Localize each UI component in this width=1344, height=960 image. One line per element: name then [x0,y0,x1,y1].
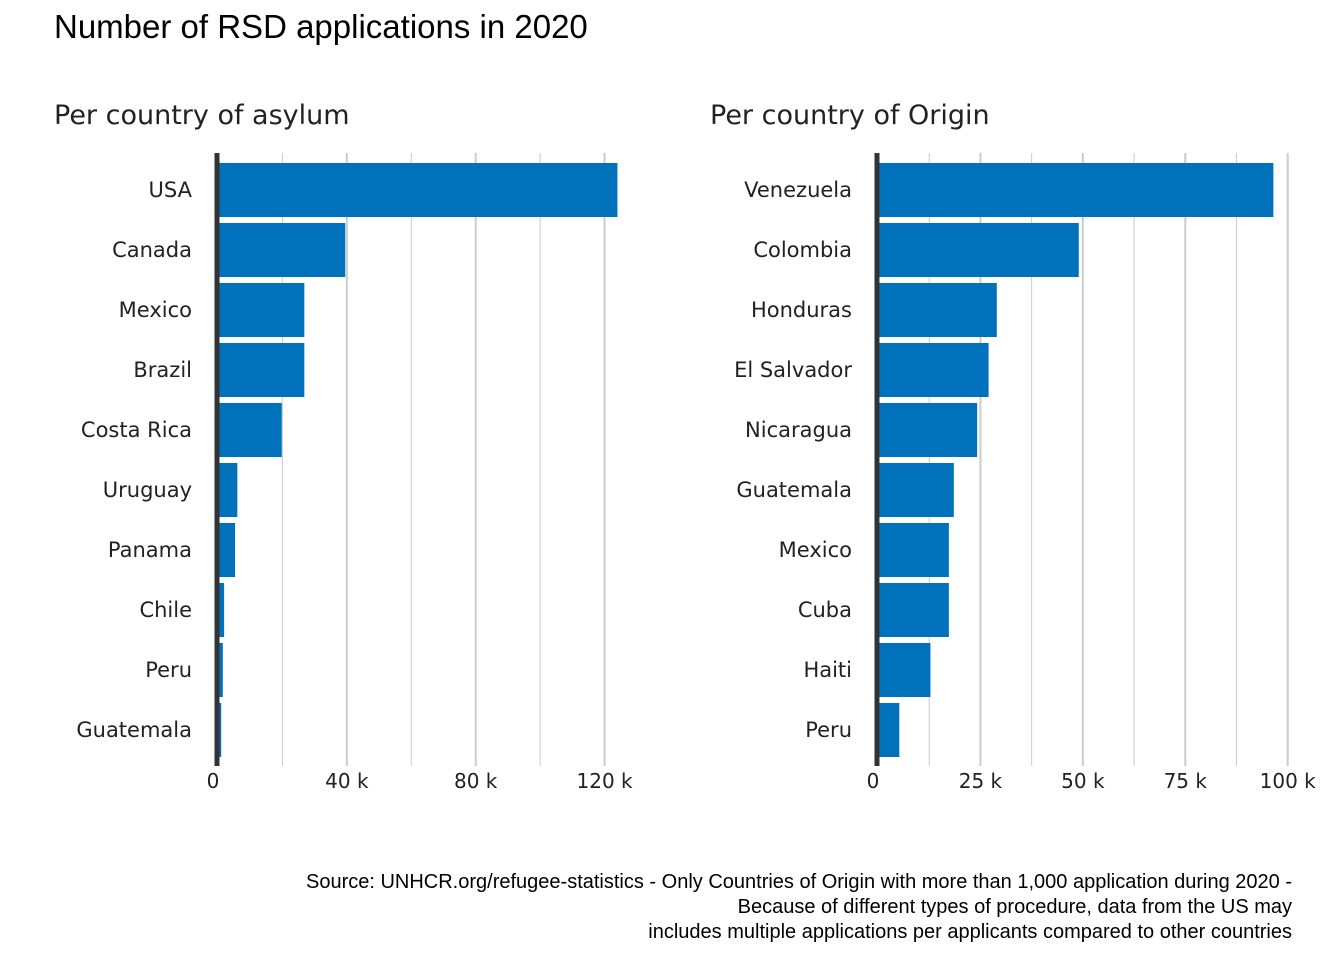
x-tick-label: 120 k [577,769,634,793]
x-tick-label: 75 k [1164,769,1208,793]
source-line: Source: UNHCR.org/refugee-statistics - O… [305,871,1292,893]
source-line: includes multiple applications per appli… [648,921,1292,943]
category-label: Canada [112,238,192,262]
category-label: Mexico [779,538,852,562]
category-label: Honduras [751,298,852,322]
bar-mexico [878,523,949,577]
bar-panama [218,523,236,577]
category-label: Brazil [133,358,192,382]
bar-canada [218,223,346,277]
category-label: Peru [805,718,852,742]
bar-peru [218,643,223,697]
bar-peru [878,703,900,757]
bar-cuba [878,583,949,637]
category-label: Mexico [119,298,192,322]
panel-title-asylum: Per country of asylum [54,100,350,131]
x-tick-label: 0 [867,769,880,793]
category-label: Chile [139,598,192,622]
panel-country-of-asylum: Per country of asylum USA Canada Mexico Bra… [54,100,633,793]
category-label: Colombia [753,238,852,262]
category-label: Haiti [803,658,852,682]
bar-guatemala [878,463,954,517]
category-label: Venezuela [744,178,852,202]
category-label: Guatemala [736,478,852,502]
bar-brazil [218,343,305,397]
category-label: Panama [108,538,192,562]
category-label: El Salvador [734,358,852,382]
x-tick-label: 50 k [1061,769,1105,793]
category-label: Nicaragua [745,418,852,442]
category-label: Costa Rica [81,418,192,442]
x-tick-label: 40 k [325,769,369,793]
bar-chile [218,583,225,637]
bar-guatemala [218,703,222,757]
panel-title-origin: Per country of Origin [710,100,990,131]
x-tick-label: 25 k [959,769,1003,793]
source-line: Because of different types of procedure,… [737,896,1292,918]
chart-title: Number of RSD applications in 2020 [54,8,588,45]
x-tick-label: 80 k [454,769,498,793]
category-label: Cuba [798,598,852,622]
bar-honduras [878,283,997,337]
x-tick-label: 0 [207,769,220,793]
bar-haiti [878,643,931,697]
bar-mexico [218,283,305,337]
bar-usa [218,163,618,217]
category-label: Guatemala [76,718,192,742]
category-label: Peru [145,658,192,682]
x-tick-label: 100 k [1260,769,1317,793]
bar-venezuela [878,163,1274,217]
bar-uruguay [218,463,238,517]
panel-country-of-origin: Per country of Origin Venezuela Colombia H… [710,100,1316,793]
bar-nicaragua [878,403,978,457]
category-label: Uruguay [103,478,192,502]
bar-colombia [878,223,1079,277]
bar-costa-rica [218,403,282,457]
bar-el-salvador [878,343,989,397]
source-note: Source: UNHCR.org/refugee-statistics - O… [306,870,1292,945]
category-label: USA [149,178,193,202]
